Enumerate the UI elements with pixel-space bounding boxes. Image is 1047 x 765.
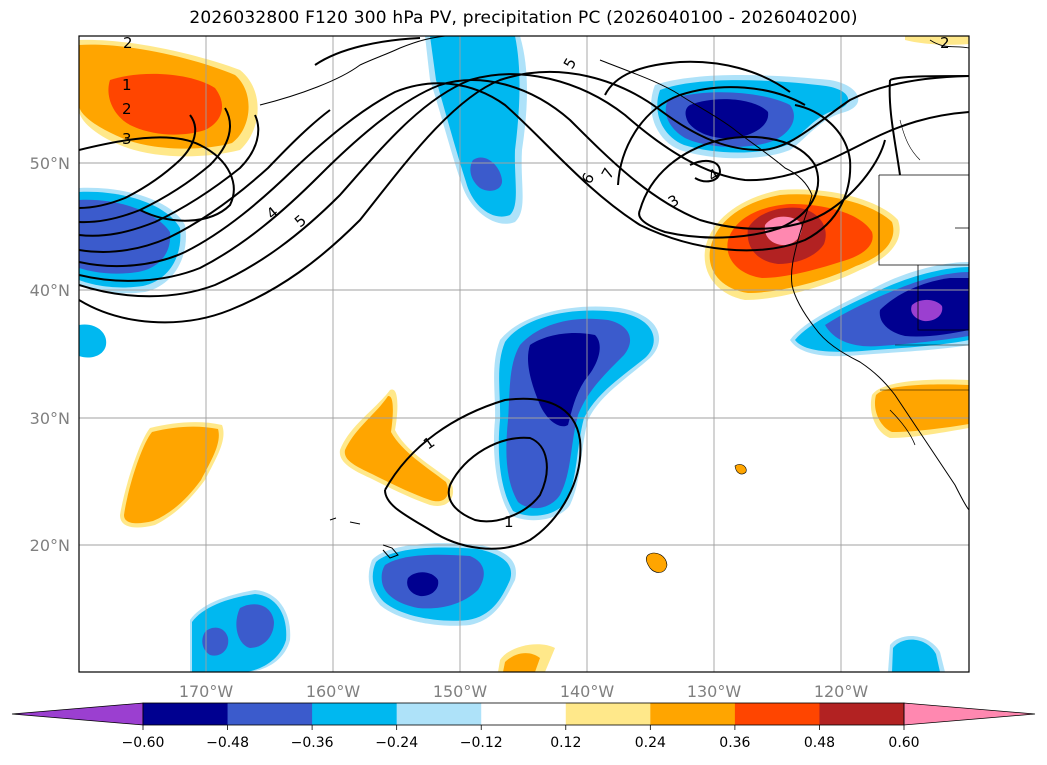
colorbar-tick-label: 0.24 [635,735,666,751]
colorbar: −0.60 −0.48 −0.36 −0.24 −0.12 0.12 0.24 0.36 0.4… [11,702,1036,751]
colorbar-frame [142,702,905,726]
lat-label: 30°N [30,409,70,428]
colorbar-segment [650,703,736,725]
precip-shading [79,36,969,672]
colorbar-segment [734,703,820,725]
contour-label: 5 [560,55,580,72]
negative-anomaly-east [790,262,969,357]
colorbar-segment [565,703,651,725]
negative-anomaly-central [493,306,660,521]
positive-anomaly-bottom [498,644,555,672]
contour-label: 3 [665,191,682,211]
contour-label: 5 [291,211,310,231]
longitude-labels: 170°W 160°W 150°W 140°W 130°W 120°W [179,682,869,701]
lon-label: 130°W [687,682,742,701]
contour-label: 2 [940,34,950,52]
colorbar-tick-label: 0.48 [804,735,835,751]
colorbar-segment [312,703,398,725]
colorbar-tick-label: 0.60 [888,735,919,751]
positive-anomaly-east [870,379,969,438]
contour-label: 1 [122,76,132,94]
lon-label: 120°W [814,682,869,701]
contour-label: 3 [122,130,132,148]
colorbar-tick-label: −0.60 [122,735,165,751]
colorbar-extend-low [11,702,144,726]
colorbar-tick-label: −0.48 [206,735,249,751]
positive-anomaly-central [339,389,454,506]
contour-label: 1 [504,513,514,531]
lat-label: 20°N [30,536,70,555]
colorbar-segment [143,703,229,725]
lon-label: 170°W [179,682,234,701]
colorbar-segment [396,703,482,725]
contour-label: 2 [123,34,133,52]
pv-contours [79,37,969,550]
lat-label: 40°N [30,281,70,300]
colorbar-tick-label: −0.36 [291,735,334,751]
contour-label: 2 [122,100,132,118]
colorbar-tick-label: −0.12 [460,735,503,751]
negative-anomaly-south [368,543,516,626]
positive-anomaly-top-right [905,36,969,45]
lon-label: 150°W [433,682,488,701]
contour-label: 7 [598,165,618,182]
lon-label: 160°W [306,682,361,701]
colorbar-segment [481,703,567,725]
negative-anomaly-southeast [888,635,945,672]
latitude-labels: 50°N 40°N 30°N 20°N [30,154,70,555]
positive-anomaly-small-b [645,552,668,573]
plot-frame [78,35,970,673]
colorbar-tick-label: 0.36 [719,735,750,751]
lon-label: 140°W [560,682,615,701]
positive-anomaly-small-a [734,464,747,475]
colorbar-segment [819,703,905,725]
negative-anomaly-southwest [190,590,291,672]
positive-anomaly-northwest [79,39,258,157]
contour-label: 1 [420,433,438,453]
contour-label: 6 [578,170,598,187]
positive-anomaly-west [120,422,224,528]
positive-anomaly-northeast [704,189,900,300]
colorbar-segment [227,703,313,725]
negative-anomaly-central-north [425,36,527,224]
negative-anomaly-left-edge [79,324,107,358]
colorbar-extend-high [903,702,1036,726]
lat-label: 50°N [30,154,70,173]
colorbar-tick-label: 0.12 [550,735,581,751]
coastlines [259,36,969,559]
colorbar-tick-label: −0.24 [375,735,418,751]
map-title: 2026032800 F120 300 hPa PV, precipitatio… [189,8,858,28]
